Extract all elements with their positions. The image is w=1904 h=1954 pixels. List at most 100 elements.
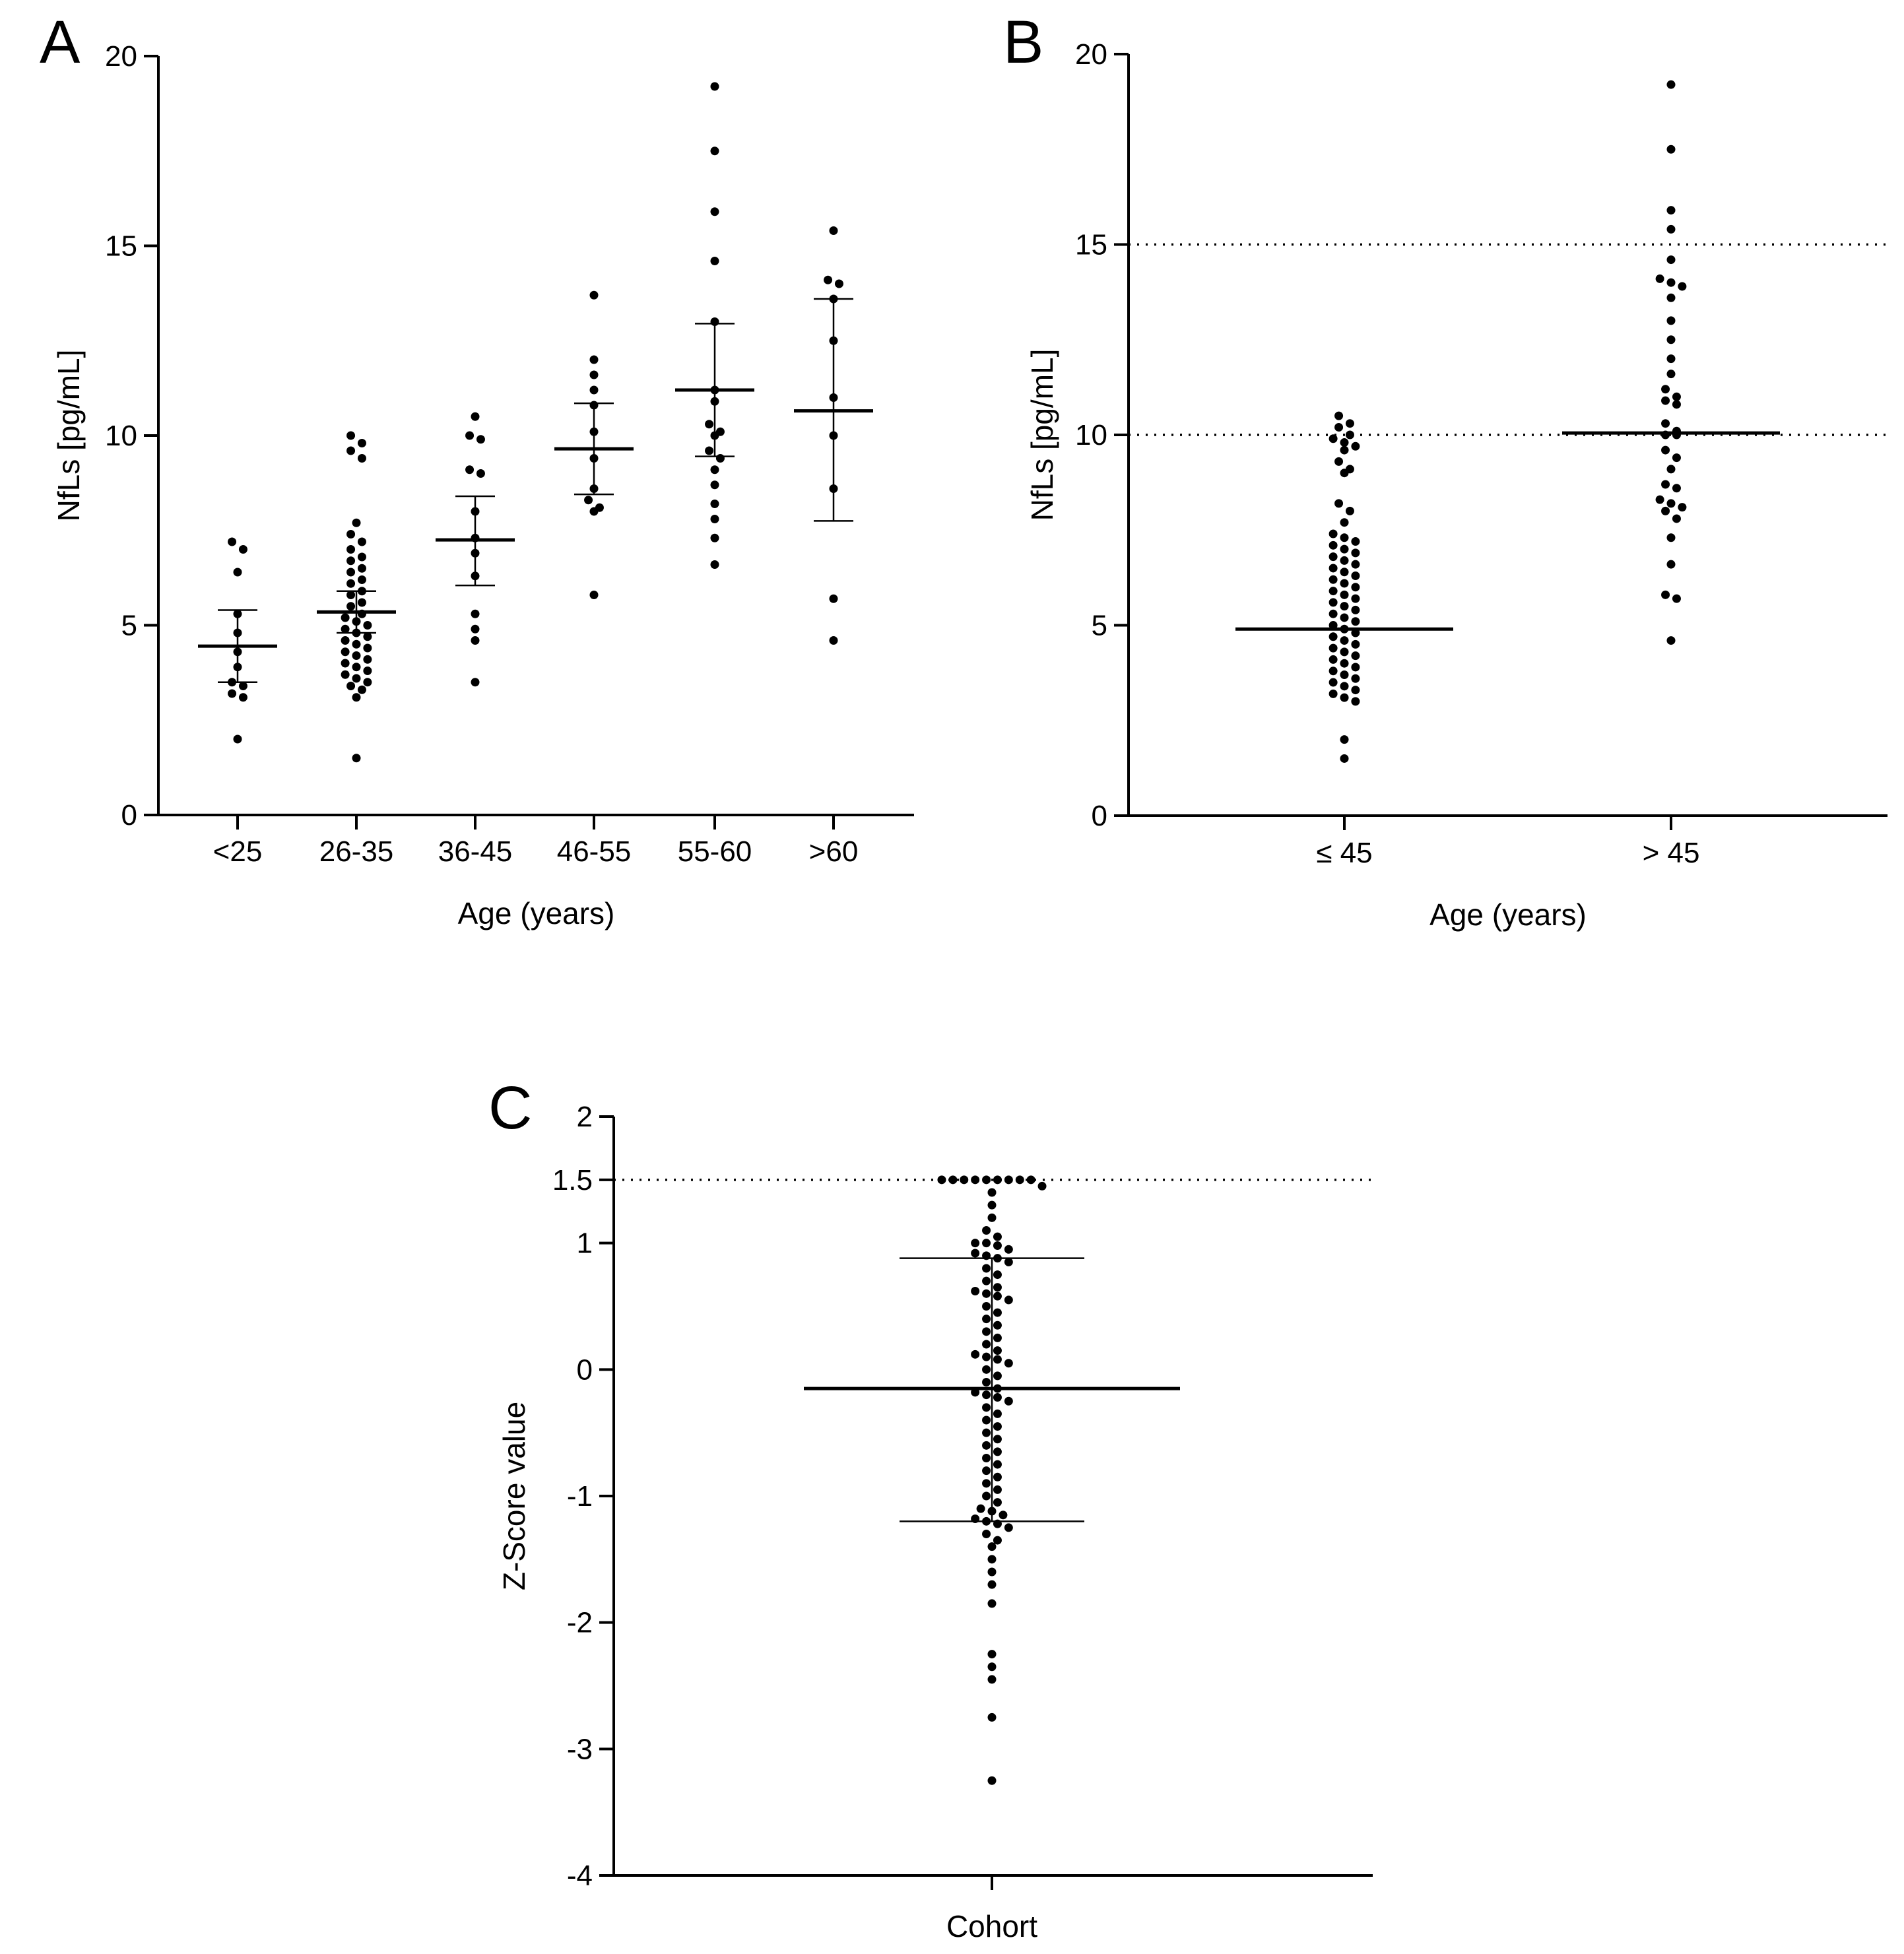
data-point xyxy=(993,1270,1002,1280)
data-point xyxy=(1666,370,1676,379)
data-point xyxy=(824,275,833,284)
x-tick-label: 26-35 xyxy=(319,835,394,868)
data-point xyxy=(1329,552,1338,562)
y-tick-label: 5 xyxy=(121,610,137,642)
data-point xyxy=(1329,621,1338,630)
data-point xyxy=(1340,613,1349,622)
data-point xyxy=(993,1333,1002,1342)
data-point xyxy=(987,1188,997,1197)
data-point xyxy=(1329,689,1338,698)
data-point xyxy=(352,639,361,649)
data-point xyxy=(1351,605,1360,614)
data-point xyxy=(346,579,356,588)
y-tick-label: -2 xyxy=(567,1607,593,1639)
data-point xyxy=(987,1662,997,1672)
data-point xyxy=(1351,663,1360,672)
data-point xyxy=(471,636,480,645)
data-point xyxy=(987,1580,997,1589)
data-point xyxy=(987,1776,997,1785)
data-point xyxy=(1655,495,1664,504)
panel-C: C -4 -3 -2 -1 0 1 1.5 2 Cohort Z-Score value xyxy=(488,1074,1373,1943)
data-point xyxy=(982,1327,991,1336)
data-point xyxy=(1015,1175,1024,1185)
data-point xyxy=(346,591,356,599)
data-point xyxy=(1340,438,1349,447)
data-point xyxy=(471,609,480,618)
data-point xyxy=(710,480,719,490)
data-point xyxy=(982,1226,991,1235)
data-point xyxy=(971,1239,980,1248)
data-point xyxy=(346,568,356,577)
data-point xyxy=(1351,651,1360,661)
data-point xyxy=(993,1241,1002,1250)
data-point xyxy=(589,370,599,379)
data-point xyxy=(363,655,372,664)
data-point xyxy=(346,602,356,611)
data-point xyxy=(357,537,366,546)
data-point xyxy=(1345,506,1354,515)
data-point xyxy=(1329,540,1338,550)
data-point xyxy=(993,1409,1002,1418)
data-point xyxy=(352,518,361,527)
y-tick-label: -4 xyxy=(567,1860,593,1892)
data-point xyxy=(476,435,485,444)
data-point xyxy=(1004,1295,1013,1305)
data-point xyxy=(829,636,838,645)
data-point xyxy=(1340,590,1349,599)
data-point xyxy=(1340,445,1349,455)
data-point xyxy=(829,226,838,235)
data-point xyxy=(1329,609,1338,618)
data-point xyxy=(982,1378,991,1386)
data-point xyxy=(1666,465,1676,474)
data-point xyxy=(1666,206,1676,215)
data-point xyxy=(1351,583,1360,592)
y-tick-label: 10 xyxy=(105,420,137,452)
data-point xyxy=(1329,678,1338,687)
data-point xyxy=(987,1599,997,1608)
data-point xyxy=(1340,602,1349,611)
data-point xyxy=(1666,499,1676,508)
data-point xyxy=(993,1232,1002,1241)
data-point xyxy=(1004,1175,1013,1185)
data-point xyxy=(1037,1181,1047,1190)
data-point xyxy=(1345,430,1354,440)
y-tick-label: 15 xyxy=(105,230,137,263)
data-point xyxy=(1329,529,1338,538)
data-point xyxy=(1345,419,1354,428)
data-point xyxy=(1340,647,1349,657)
data-point xyxy=(710,207,719,216)
data-point xyxy=(1340,556,1349,565)
data-point xyxy=(346,682,356,690)
data-point xyxy=(341,624,350,634)
data-point xyxy=(987,1200,997,1210)
data-point xyxy=(982,1340,991,1349)
y-tick-label: 1.5 xyxy=(552,1164,593,1196)
data-point xyxy=(993,1460,1002,1469)
data-point xyxy=(993,1393,1002,1402)
data-point xyxy=(987,1675,997,1684)
x-tick-label: > 45 xyxy=(1643,837,1700,869)
data-point xyxy=(1661,445,1670,455)
data-point xyxy=(710,257,719,265)
data-point xyxy=(1351,548,1360,558)
y-tick-label: -1 xyxy=(567,1480,593,1513)
panel-A: A 0 5 10 15 20 <25 26-35 36-45 46-55 55-60 >60 NfLs … xyxy=(40,9,914,930)
data-point xyxy=(1329,643,1338,653)
data-point xyxy=(465,465,475,474)
data-point xyxy=(1661,419,1670,428)
data-point xyxy=(1334,422,1344,432)
data-point xyxy=(993,1472,1002,1482)
data-point xyxy=(1329,655,1338,664)
data-point xyxy=(1340,636,1349,645)
data-point xyxy=(1004,1359,1013,1368)
x-tick-label: ≤ 45 xyxy=(1316,837,1372,869)
data-point xyxy=(465,431,475,440)
data-point xyxy=(982,1289,991,1298)
data-point xyxy=(1666,560,1676,569)
data-point xyxy=(1666,533,1676,542)
data-point xyxy=(987,1712,997,1722)
data-point xyxy=(1678,503,1687,512)
data-point xyxy=(976,1504,985,1513)
data-point xyxy=(982,1454,991,1462)
data-point xyxy=(1004,1523,1013,1532)
